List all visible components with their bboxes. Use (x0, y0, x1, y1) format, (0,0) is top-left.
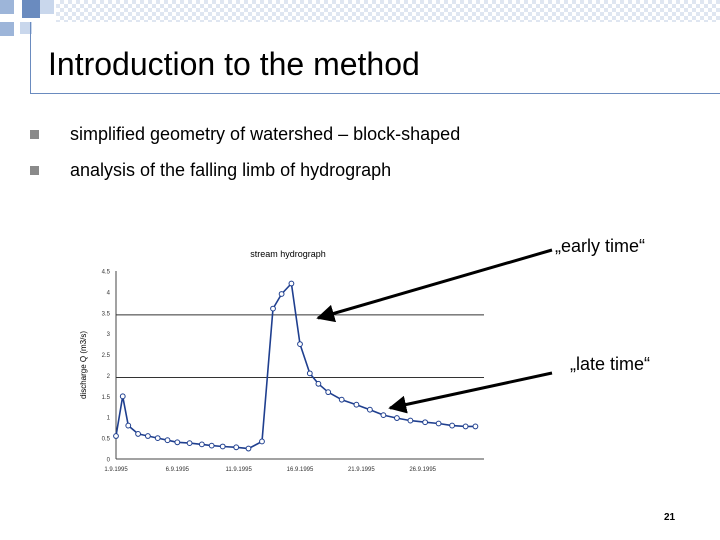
y-tick-label: 0 (107, 458, 111, 464)
data-point (278, 291, 285, 297)
data-point (288, 280, 295, 287)
bullet-marker (30, 166, 39, 175)
data-point (245, 445, 252, 452)
data-point (325, 389, 332, 396)
bullet-item: analysis of the falling limb of hydrogra… (70, 160, 392, 180)
data-point (367, 406, 373, 413)
slide-title: Introduction to the method (48, 46, 420, 82)
early-time-label: „early time“ (555, 236, 646, 256)
x-tick-label: 1.9.1995 (104, 467, 128, 473)
y-axis-label: discharge Q (m3/s) (79, 331, 88, 399)
data-point (306, 370, 313, 377)
y-tick-label: 2.5 (102, 353, 111, 359)
header-vertical-line (30, 22, 31, 94)
data-point (144, 433, 151, 439)
data-point (338, 396, 345, 403)
data-point (462, 423, 469, 430)
bullet-item: simplified geometry of watershed – block… (70, 124, 461, 144)
data-point (198, 441, 205, 448)
data-point (219, 443, 226, 450)
x-tick-label: 26.9.1995 (409, 467, 436, 473)
deco-square (20, 22, 32, 34)
data-point (154, 435, 161, 442)
header-checker-band (56, 0, 720, 22)
data-point (422, 419, 429, 426)
y-tick-label: 1 (107, 416, 111, 422)
data-point (315, 380, 322, 387)
data-point (270, 305, 276, 312)
title-underline (30, 93, 720, 94)
y-tick-label: 0.5 (102, 437, 111, 443)
late-time-label: „late time“ (570, 354, 651, 374)
data-point (297, 341, 303, 348)
y-tick-label: 3.5 (102, 311, 111, 317)
x-tick-label: 16.9.1995 (287, 467, 314, 473)
data-point (449, 422, 456, 429)
data-point (119, 393, 126, 400)
data-point (174, 439, 181, 446)
chart-title: stream hydrograph (250, 249, 326, 259)
late-time-arrow (388, 371, 553, 414)
page-number: 21 (664, 512, 676, 523)
data-point (394, 415, 400, 421)
deco-square (0, 22, 14, 36)
data-point (135, 431, 141, 437)
data-point (164, 437, 171, 444)
y-tick-label: 4 (107, 290, 111, 296)
early-time-arrow (316, 248, 553, 323)
y-tick-label: 1.5 (102, 395, 111, 401)
bullet-marker (30, 130, 39, 139)
y-tick-label: 2 (107, 374, 111, 380)
deco-square (22, 0, 40, 18)
data-point (113, 433, 119, 439)
x-tick-label: 6.9.1995 (166, 467, 190, 473)
y-tick-label: 4.5 (102, 270, 111, 276)
data-point (208, 442, 215, 449)
data-point (353, 401, 360, 408)
data-point (435, 420, 442, 427)
data-point (186, 440, 193, 447)
deco-square (40, 0, 54, 14)
data-point (472, 423, 479, 430)
data-point (407, 417, 414, 424)
discharge-series-line (115, 282, 476, 450)
corner-decoration (0, 0, 60, 44)
x-tick-label: 11.9.1995 (226, 467, 253, 473)
y-tick-label: 3 (107, 332, 111, 338)
data-point (233, 444, 240, 451)
data-point (259, 438, 265, 445)
deco-square (0, 0, 14, 14)
x-tick-label: 21.9.1995 (348, 467, 375, 473)
data-point (125, 422, 132, 429)
data-point (380, 412, 387, 419)
